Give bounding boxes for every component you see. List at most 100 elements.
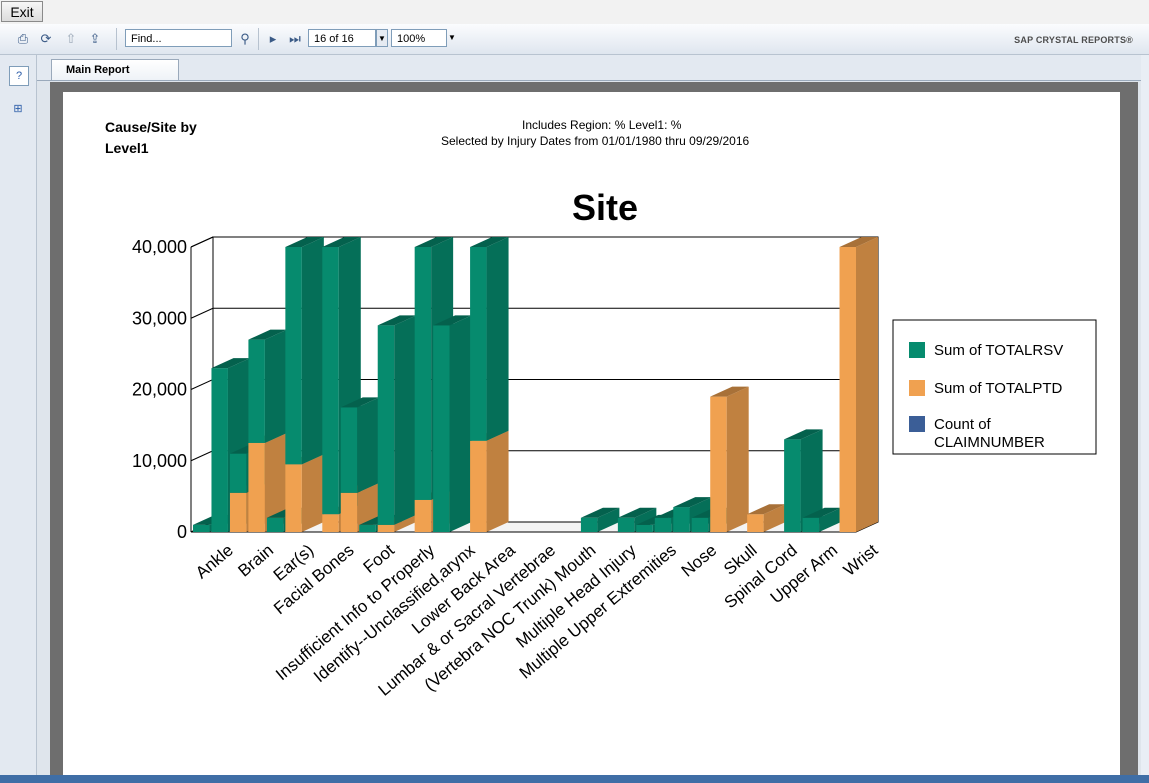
- legend-label: Count of: [934, 416, 992, 433]
- report-filter-line1: Includes Region: % Level1: %: [522, 118, 682, 132]
- x-tick-label: Ankle: [192, 541, 237, 583]
- totalptd-bar-side: [301, 454, 324, 532]
- refresh-icon[interactable]: ⟳: [40, 31, 52, 46]
- x-tick-label: Nose: [678, 541, 721, 581]
- x-tick-label: Wrist: [840, 540, 882, 579]
- totalrsv-bar-front: [673, 507, 690, 532]
- totalrsv-bar-front: [433, 325, 450, 532]
- legend-label: Sum of TOTALRSV: [934, 342, 1063, 359]
- totalrsv-bar-top: [802, 507, 842, 518]
- print-icon[interactable]: ⎙: [17, 31, 29, 46]
- totalrsv-bar-front: [340, 407, 358, 493]
- report-page: Cause/Site by Level1 Includes Region: % …: [63, 92, 1120, 783]
- sidebar: ? ⊞: [0, 55, 37, 783]
- totalrsv-bar-top: [248, 329, 287, 340]
- totalrsv-bar-side: [357, 397, 380, 493]
- totalrsv-bar-top: [340, 397, 380, 408]
- totalptd-bar-front: [470, 440, 487, 532]
- totalrsv-bar-front: [266, 517, 284, 532]
- totalrsv-bar-side: [597, 507, 620, 532]
- totalptd-bar-front: [710, 396, 727, 532]
- group-tree-icon[interactable]: ⊞: [13, 103, 23, 115]
- chart-title: Site: [572, 187, 638, 228]
- totalptd-bar-front: [248, 442, 265, 532]
- totalrsv-bar-top: [617, 507, 657, 518]
- report-title-line2: Level1: [105, 140, 149, 156]
- report-filter-line2: Selected by Injury Dates from 01/01/1980…: [441, 134, 750, 148]
- report-title-line1: Cause/Site by: [105, 119, 197, 135]
- totalptd-bar-top: [747, 504, 786, 515]
- exit-button[interactable]: Exit: [1, 1, 43, 22]
- y-tick-label: 0: [177, 522, 187, 542]
- find-input[interactable]: Find...: [125, 29, 232, 47]
- totalrsv-bar-front: [193, 524, 210, 532]
- help-icon[interactable]: ?: [9, 66, 29, 86]
- toolbar-separator: [258, 28, 259, 50]
- site-chart: Site 40,000 30,000 20,000 10,000 0 AnkleBrai…: [132, 187, 1097, 700]
- totalptd-bar-side: [264, 432, 287, 532]
- totalrsv-bar-front: [248, 339, 265, 443]
- totalptd-bar-top: [710, 386, 749, 397]
- legend-label: Sum of TOTALPTD: [934, 380, 1063, 397]
- page-dropdown-icon[interactable]: ▼: [376, 29, 388, 47]
- totalrsv-bar-front: [691, 517, 709, 532]
- totalrsv-bar-front: [802, 517, 820, 532]
- totalptd-bar-front: [839, 247, 856, 532]
- totalrsv-bar-front: [359, 524, 376, 532]
- legend-label: CLAIMNUMBER: [934, 434, 1045, 451]
- totalptd-bar-front: [285, 464, 302, 532]
- totalrsv-bar-top: [470, 237, 509, 247]
- totalptd-bar-side: [856, 237, 878, 532]
- tab-main-report[interactable]: Main Report: [51, 59, 179, 80]
- tab-strip: Main Report: [37, 55, 1141, 81]
- totalrsv-bar-top: [322, 237, 361, 247]
- totalrsv-bar-front: [470, 247, 487, 441]
- totalptd-bar-front: [229, 492, 247, 532]
- totalptd-bar-front: [747, 514, 764, 532]
- totalrsv-bar-front: [636, 524, 653, 532]
- totalptd-bar-side: [486, 430, 509, 532]
- zoom-dropdown-icon[interactable]: ▼: [448, 33, 456, 42]
- totalptd-bar-front: [377, 524, 395, 532]
- totalrsv-bar-front: [211, 368, 228, 532]
- totalptd-bar-front: [322, 514, 339, 532]
- legend-swatch: [909, 342, 925, 358]
- zoom-select[interactable]: 100%: [391, 29, 447, 47]
- next-page-icon[interactable]: ▸: [269, 31, 277, 46]
- totalrsv-bar-front: [654, 517, 672, 532]
- totalrsv-bar-front: [377, 325, 395, 525]
- totalptd-bar-top: [839, 237, 878, 247]
- totalrsv-bar-front: [229, 453, 247, 493]
- totalrsv-bar-top: [433, 315, 472, 326]
- brand-label: SAP CRYSTAL REPORTS®: [1014, 35, 1133, 45]
- totalrsv-bar-side: [486, 237, 509, 441]
- export-icon[interactable]: ⇪: [89, 31, 101, 46]
- legend-swatch: [909, 380, 925, 396]
- totalrsv-bar-front: [322, 247, 339, 515]
- legend-box: [892, 319, 1097, 455]
- binoculars-icon[interactable]: ⚲: [240, 31, 250, 46]
- exit-bar: Exit: [0, 0, 1149, 24]
- last-page-icon[interactable]: ⏭: [289, 31, 301, 46]
- totalrsv-bar-side: [301, 237, 324, 465]
- gridline-side: [190, 307, 214, 319]
- totalptd-bar-front: [414, 499, 432, 532]
- gridline-side: [190, 379, 214, 390]
- totalptd-bar-front: [340, 492, 358, 532]
- y-tick-label: 10,000: [132, 451, 187, 471]
- y-tick-label: 30,000: [132, 308, 187, 328]
- totalrsv-bar-side: [264, 329, 287, 443]
- legend-swatch: [909, 416, 925, 432]
- x-tick-label: Brain: [234, 541, 277, 581]
- totalrsv-bar-top: [414, 237, 454, 247]
- y-tick-label: 20,000: [132, 380, 187, 400]
- totalrsv-bar-side: [819, 507, 842, 532]
- gridline-side: [190, 236, 214, 248]
- totalrsv-bar-side: [394, 315, 417, 525]
- page-indicator[interactable]: 16 of 16: [308, 29, 376, 47]
- up-arrow-icon[interactable]: ⇧: [65, 31, 77, 46]
- totalptd-bar-side: [394, 514, 417, 532]
- totalrsv-bar-front: [580, 517, 598, 532]
- totalrsv-bar-top: [377, 315, 417, 326]
- totalptd-bar-side: [763, 504, 786, 532]
